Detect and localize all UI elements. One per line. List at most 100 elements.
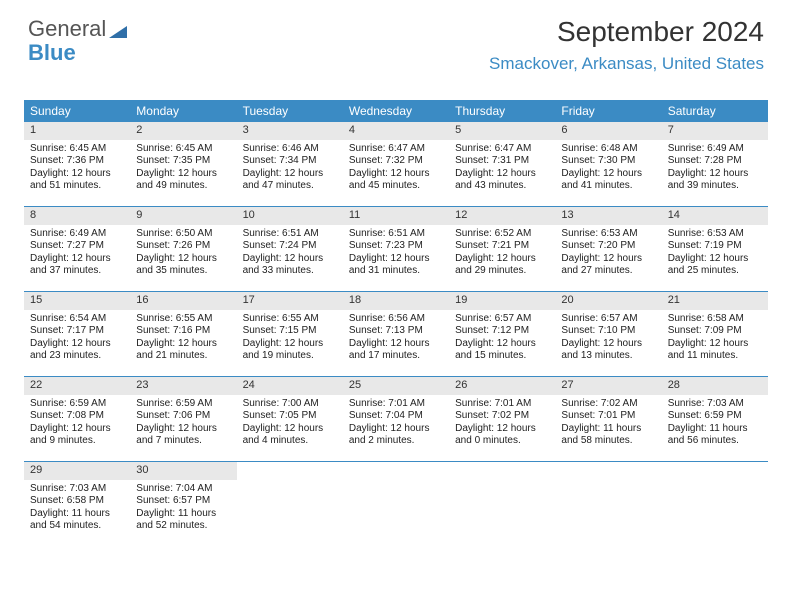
day-details: Sunrise: 6:47 AMSunset: 7:31 PMDaylight:… [449, 140, 555, 197]
day-number: 23 [130, 377, 236, 395]
week-row: 22Sunrise: 6:59 AMSunset: 7:08 PMDayligh… [24, 376, 768, 461]
day-cell: 11Sunrise: 6:51 AMSunset: 7:23 PMDayligh… [343, 207, 449, 291]
day-number: 10 [237, 207, 343, 225]
day-cell: 26Sunrise: 7:01 AMSunset: 7:02 PMDayligh… [449, 377, 555, 461]
day-number: 14 [662, 207, 768, 225]
day-number: 12 [449, 207, 555, 225]
day-number: 19 [449, 292, 555, 310]
sunrise-line: Sunrise: 7:03 AM [30, 483, 124, 496]
sunset-line: Sunset: 7:34 PM [243, 155, 337, 168]
daylight-line: Daylight: 12 hours and 11 minutes. [668, 338, 762, 363]
day-cell: 15Sunrise: 6:54 AMSunset: 7:17 PMDayligh… [24, 292, 130, 376]
sunrise-line: Sunrise: 6:57 AM [561, 313, 655, 326]
week-row: 8Sunrise: 6:49 AMSunset: 7:27 PMDaylight… [24, 206, 768, 291]
day-cell: 27Sunrise: 7:02 AMSunset: 7:01 PMDayligh… [555, 377, 661, 461]
day-details: Sunrise: 6:47 AMSunset: 7:32 PMDaylight:… [343, 140, 449, 197]
sunrise-line: Sunrise: 6:47 AM [349, 143, 443, 156]
daylight-line: Daylight: 12 hours and 27 minutes. [561, 253, 655, 278]
daylight-line: Daylight: 12 hours and 17 minutes. [349, 338, 443, 363]
day-number: 25 [343, 377, 449, 395]
sunset-line: Sunset: 7:27 PM [30, 240, 124, 253]
day-cell: 22Sunrise: 6:59 AMSunset: 7:08 PMDayligh… [24, 377, 130, 461]
day-cell: 19Sunrise: 6:57 AMSunset: 7:12 PMDayligh… [449, 292, 555, 376]
sunrise-line: Sunrise: 6:45 AM [30, 143, 124, 156]
weekday-header-friday: Friday [555, 100, 661, 122]
sunrise-line: Sunrise: 6:52 AM [455, 228, 549, 241]
brand-logo: General Blue [28, 18, 127, 64]
sunrise-line: Sunrise: 6:47 AM [455, 143, 549, 156]
day-number: 22 [24, 377, 130, 395]
day-cell: 14Sunrise: 6:53 AMSunset: 7:19 PMDayligh… [662, 207, 768, 291]
sunrise-line: Sunrise: 6:51 AM [349, 228, 443, 241]
sunset-line: Sunset: 7:09 PM [668, 325, 762, 338]
day-details: Sunrise: 6:58 AMSunset: 7:09 PMDaylight:… [662, 310, 768, 367]
sunrise-line: Sunrise: 6:56 AM [349, 313, 443, 326]
day-number: 8 [24, 207, 130, 225]
daylight-line: Daylight: 12 hours and 31 minutes. [349, 253, 443, 278]
day-cell: 3 Sunrise: 6:46 AMSunset: 7:34 PMDaylight… [237, 122, 343, 206]
sunrise-line: Sunrise: 6:46 AM [243, 143, 337, 156]
brand-part1: General [28, 16, 106, 41]
week-row: 1Sunrise: 6:45 AMSunset: 7:36 PMDaylight… [24, 122, 768, 206]
daylight-line: Daylight: 12 hours and 15 minutes. [455, 338, 549, 363]
sunset-line: Sunset: 7:05 PM [243, 410, 337, 423]
day-cell: 10Sunrise: 6:51 AMSunset: 7:24 PMDayligh… [237, 207, 343, 291]
daylight-line: Daylight: 12 hours and 47 minutes. [243, 168, 337, 193]
day-cell: 5Sunrise: 6:47 AMSunset: 7:31 PMDaylight… [449, 122, 555, 206]
day-details: Sunrise: 6:45 AMSunset: 7:35 PMDaylight:… [130, 140, 236, 197]
sunset-line: Sunset: 7:04 PM [349, 410, 443, 423]
daylight-line: Daylight: 12 hours and 25 minutes. [668, 253, 762, 278]
empty-cell [343, 462, 449, 546]
sunset-line: Sunset: 7:10 PM [561, 325, 655, 338]
day-number: 26 [449, 377, 555, 395]
day-number: 15 [24, 292, 130, 310]
day-number: 30 [130, 462, 236, 480]
sunset-line: Sunset: 7:06 PM [136, 410, 230, 423]
day-number: 5 [449, 122, 555, 140]
day-number: 29 [24, 462, 130, 480]
weekday-header-wednesday: Wednesday [343, 100, 449, 122]
day-cell: 17Sunrise: 6:55 AMSunset: 7:15 PMDayligh… [237, 292, 343, 376]
daylight-line: Daylight: 12 hours and 7 minutes. [136, 423, 230, 448]
daylight-line: Daylight: 12 hours and 9 minutes. [30, 423, 124, 448]
sunrise-line: Sunrise: 6:54 AM [30, 313, 124, 326]
day-details: Sunrise: 6:57 AMSunset: 7:12 PMDaylight:… [449, 310, 555, 367]
week-row: 29Sunrise: 7:03 AMSunset: 6:58 PMDayligh… [24, 461, 768, 546]
sunrise-line: Sunrise: 6:55 AM [243, 313, 337, 326]
brand-part2: Blue [28, 40, 76, 65]
day-details: Sunrise: 7:01 AMSunset: 7:04 PMDaylight:… [343, 395, 449, 452]
sunrise-line: Sunrise: 7:01 AM [455, 398, 549, 411]
day-details: Sunrise: 6:52 AMSunset: 7:21 PMDaylight:… [449, 225, 555, 282]
daylight-line: Daylight: 12 hours and 13 minutes. [561, 338, 655, 363]
daylight-line: Daylight: 12 hours and 37 minutes. [30, 253, 124, 278]
day-details: Sunrise: 6:55 AMSunset: 7:15 PMDaylight:… [237, 310, 343, 367]
daylight-line: Daylight: 12 hours and 43 minutes. [455, 168, 549, 193]
daylight-line: Daylight: 12 hours and 23 minutes. [30, 338, 124, 363]
location-text: Smackover, Arkansas, United States [489, 54, 764, 74]
week-row: 15Sunrise: 6:54 AMSunset: 7:17 PMDayligh… [24, 291, 768, 376]
sunset-line: Sunset: 7:08 PM [30, 410, 124, 423]
sunset-line: Sunset: 7:13 PM [349, 325, 443, 338]
daylight-line: Daylight: 12 hours and 51 minutes. [30, 168, 124, 193]
day-number: 3 [237, 122, 343, 140]
sunrise-line: Sunrise: 7:01 AM [349, 398, 443, 411]
daylight-line: Daylight: 12 hours and 4 minutes. [243, 423, 337, 448]
day-details: Sunrise: 6:53 AMSunset: 7:20 PMDaylight:… [555, 225, 661, 282]
day-cell: 13Sunrise: 6:53 AMSunset: 7:20 PMDayligh… [555, 207, 661, 291]
day-details: Sunrise: 6:57 AMSunset: 7:10 PMDaylight:… [555, 310, 661, 367]
day-details: Sunrise: 7:03 AMSunset: 6:58 PMDaylight:… [24, 480, 130, 537]
day-cell: 6Sunrise: 6:48 AMSunset: 7:30 PMDaylight… [555, 122, 661, 206]
logo-triangle-icon [109, 20, 127, 42]
daylight-line: Daylight: 11 hours and 56 minutes. [668, 423, 762, 448]
day-number: 13 [555, 207, 661, 225]
sunset-line: Sunset: 6:57 PM [136, 495, 230, 508]
daylight-line: Daylight: 12 hours and 2 minutes. [349, 423, 443, 448]
daylight-line: Daylight: 12 hours and 35 minutes. [136, 253, 230, 278]
day-details: Sunrise: 6:54 AMSunset: 7:17 PMDaylight:… [24, 310, 130, 367]
day-details: Sunrise: 7:04 AMSunset: 6:57 PMDaylight:… [130, 480, 236, 537]
day-cell: 16Sunrise: 6:55 AMSunset: 7:16 PMDayligh… [130, 292, 236, 376]
sunset-line: Sunset: 7:15 PM [243, 325, 337, 338]
weekday-header-sunday: Sunday [24, 100, 130, 122]
day-details: Sunrise: 6:49 AMSunset: 7:27 PMDaylight:… [24, 225, 130, 282]
sunset-line: Sunset: 7:24 PM [243, 240, 337, 253]
